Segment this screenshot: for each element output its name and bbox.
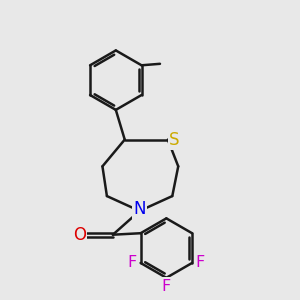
Text: F: F <box>162 279 171 294</box>
Text: S: S <box>169 130 180 148</box>
Text: O: O <box>73 226 86 244</box>
Text: N: N <box>133 200 146 218</box>
Text: F: F <box>196 255 205 270</box>
Text: F: F <box>128 255 137 270</box>
